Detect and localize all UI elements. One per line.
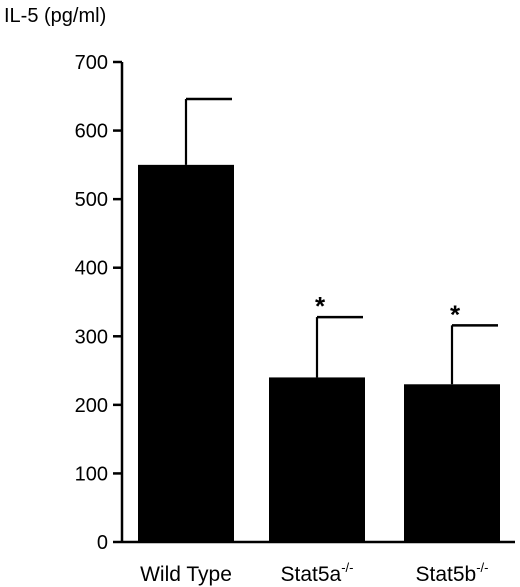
bars [138,164,500,542]
y-tick-label: 200 [75,395,108,417]
y-axis-ticks: 0 100 200 300 400 500 600 700 [75,52,122,554]
x-tick-label: Wild Type [140,563,232,586]
x-tick-label-text: Stat5b [416,563,477,586]
bar [138,164,234,542]
x-tick-label-text: Wild Type [140,563,232,586]
error-bars [184,97,498,385]
x-tick-label: Stat5a-/- [281,560,354,586]
y-tick-label: 0 [97,532,108,554]
significance-annotations: * * [315,291,461,329]
bar [404,384,500,542]
y-tick-label: 100 [75,463,108,485]
y-tick-label: 500 [75,189,108,211]
y-tick-label: 400 [75,258,108,280]
y-tick-label: 300 [75,326,108,348]
significance-star: * [450,299,461,329]
bar [269,377,365,542]
x-tick-label-superscript: -/- [476,560,488,575]
x-axis-labels: Wild Type Stat5a-/- Stat5b-/- [140,560,488,586]
x-tick-label-superscript: -/- [341,560,353,575]
significance-star: * [315,291,326,321]
y-axis-label: IL-5 (pg/ml) [4,5,106,27]
y-tick-label: 700 [75,52,108,74]
x-tick-label: Stat5b-/- [416,560,489,586]
y-tick-label: 600 [75,121,108,143]
x-tick-label-text: Stat5a [281,563,342,586]
